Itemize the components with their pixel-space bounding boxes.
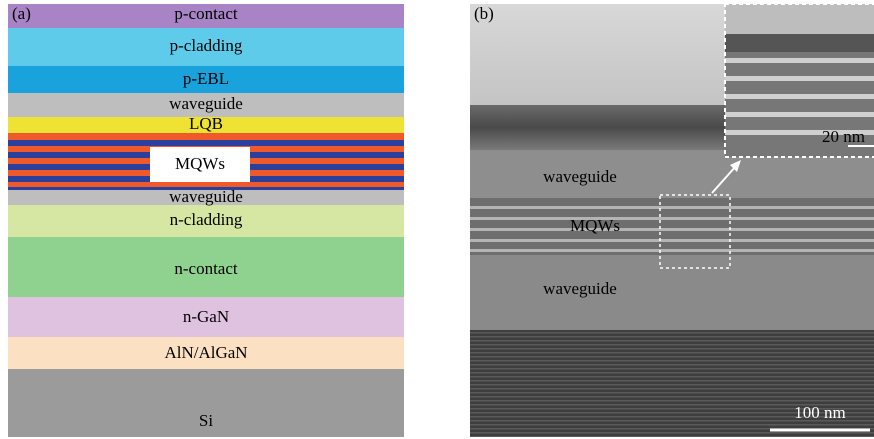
layer-label: p-EBL [183,69,229,88]
panel-label: (b) [474,4,494,23]
layer-label: p-cladding [170,36,243,55]
layer-label: AlN/AlGaN [164,343,247,362]
layer-label: MQWs [175,154,225,173]
panel-label: (a) [12,4,31,23]
scale-label: 100 nm [794,403,845,422]
tem-region [470,255,874,330]
inset-scale-label: 20 nm [822,127,865,146]
panel-b: (b) waveguide MQWs waveguide 20 nm 100 n… [470,4,874,437]
layer-label: n-cladding [170,210,243,229]
layer-label: waveguide [169,187,243,206]
tem-label: waveguide [543,279,617,298]
panel-a: (a) p-contact p-cladding p-EBL waveguide… [8,4,404,437]
layer-label: Si [199,411,213,430]
tem-region [470,150,874,198]
layer-label: p-contact [174,4,238,23]
tem-label: MQWs [570,216,620,235]
layer-label: waveguide [169,94,243,113]
tem-label: waveguide [543,167,617,186]
layer-label: LQB [189,114,223,133]
layer-label: n-contact [174,259,238,278]
layer-label: n-GaN [183,307,229,326]
figure: (a) p-contact p-cladding p-EBL waveguide… [0,0,874,439]
